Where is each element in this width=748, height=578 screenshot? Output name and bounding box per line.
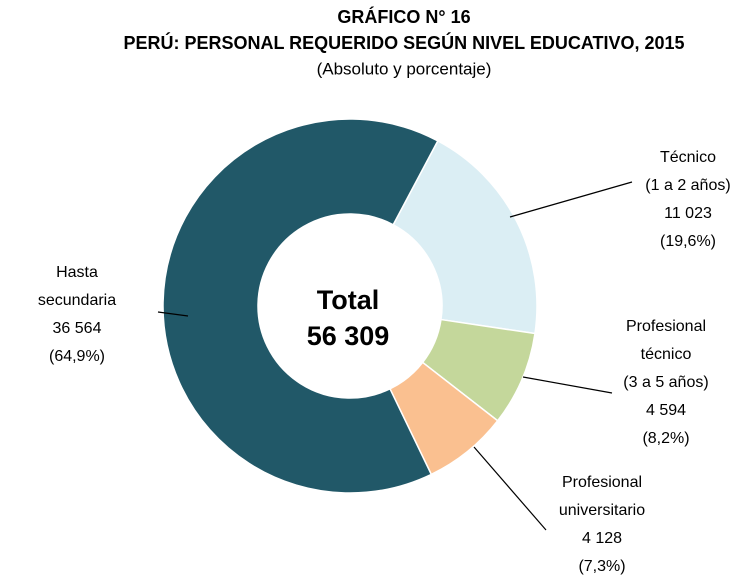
value-label: 4 594	[646, 402, 686, 419]
chart-note: (Absoluto y porcentaje)	[317, 59, 492, 78]
slice-label: (1 a 2 años)	[645, 177, 730, 194]
value-label: 36 564	[53, 320, 102, 337]
slice-label: universitario	[559, 502, 645, 519]
leader-line	[157, 311, 189, 317]
slice-label: técnico	[641, 346, 692, 363]
leader-line	[509, 181, 633, 218]
slice-label: Técnico	[660, 149, 716, 166]
slice-label: Profesional	[562, 474, 642, 491]
slice-label: Profesional	[626, 318, 706, 335]
donut-slice	[162, 118, 439, 494]
slice-label: (3 a 5 años)	[623, 374, 708, 391]
center-label: Total	[317, 285, 380, 315]
chart-title: GRÁFICO N° 16	[337, 6, 470, 27]
chart-subtitle: PERÚ: PERSONAL REQUERIDO SEGÚN NIVEL EDU…	[123, 32, 684, 53]
donut-slice	[392, 139, 538, 335]
percent-label: (19,6%)	[660, 233, 716, 250]
value-label: 11 023	[664, 205, 712, 222]
center-total: 56 309	[307, 321, 390, 351]
percent-label: (8,2%)	[642, 430, 689, 447]
leader-line	[522, 376, 613, 394]
percent-label: (7,3%)	[578, 558, 625, 575]
slice-label: Hasta	[56, 264, 98, 281]
percent-label: (64,9%)	[49, 348, 105, 365]
slice-label: secundaria	[38, 292, 116, 309]
value-label: 4 128	[582, 530, 622, 547]
leader-line	[473, 446, 547, 531]
